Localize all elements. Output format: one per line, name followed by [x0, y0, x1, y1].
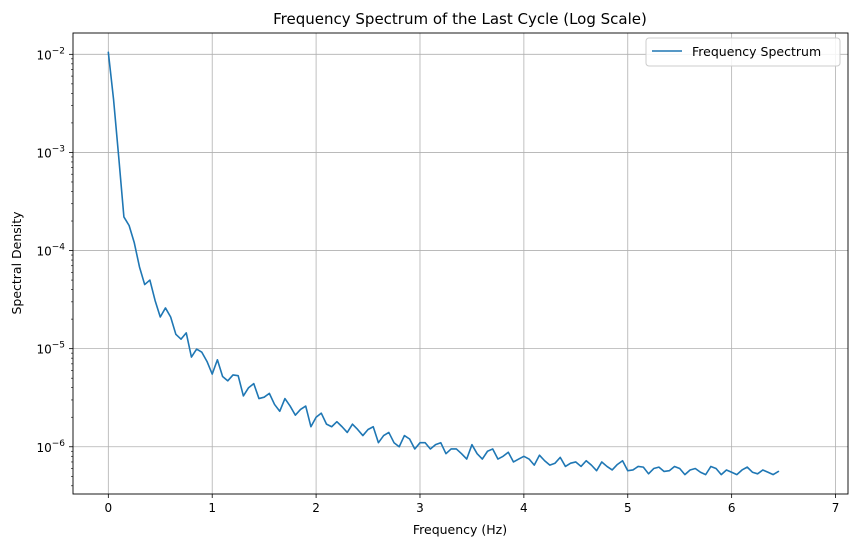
x-tick-label: 0 [105, 501, 113, 515]
series-line-frequency-spectrum [107, 51, 780, 476]
x-tick-label: 2 [312, 501, 320, 515]
legend-box [645, 37, 841, 67]
x-axis-ticks: 0 1 2 3 4 5 6 7 [105, 494, 840, 515]
y-tick-label: 10−5 [36, 341, 65, 357]
y-axis-label: Spectral Density [9, 211, 24, 315]
x-tick-label: 1 [208, 501, 216, 515]
y-tick-label: 10−2 [36, 46, 65, 62]
y-tick-label: 10−6 [36, 439, 65, 455]
x-tick-label: 3 [416, 501, 424, 515]
x-tick-label: 4 [520, 501, 528, 515]
plot-frame [72, 32, 849, 495]
legend-label: Frequency Spectrum [692, 44, 821, 59]
x-axis-label: Frequency (Hz) [413, 522, 507, 537]
plot-lines [107, 51, 780, 476]
legend: Frequency Spectrum [645, 37, 841, 67]
y-tick-label: 10−4 [36, 243, 65, 259]
y-tick-label: 10−3 [36, 144, 65, 160]
x-tick-label: 6 [728, 501, 736, 515]
x-tick-label: 5 [624, 501, 632, 515]
chart-title: Frequency Spectrum of the Last Cycle (Lo… [273, 10, 647, 28]
y-axis-ticks: 10−6 10−5 10−4 10−3 10−2 [36, 46, 73, 487]
x-tick-label: 7 [832, 501, 840, 515]
